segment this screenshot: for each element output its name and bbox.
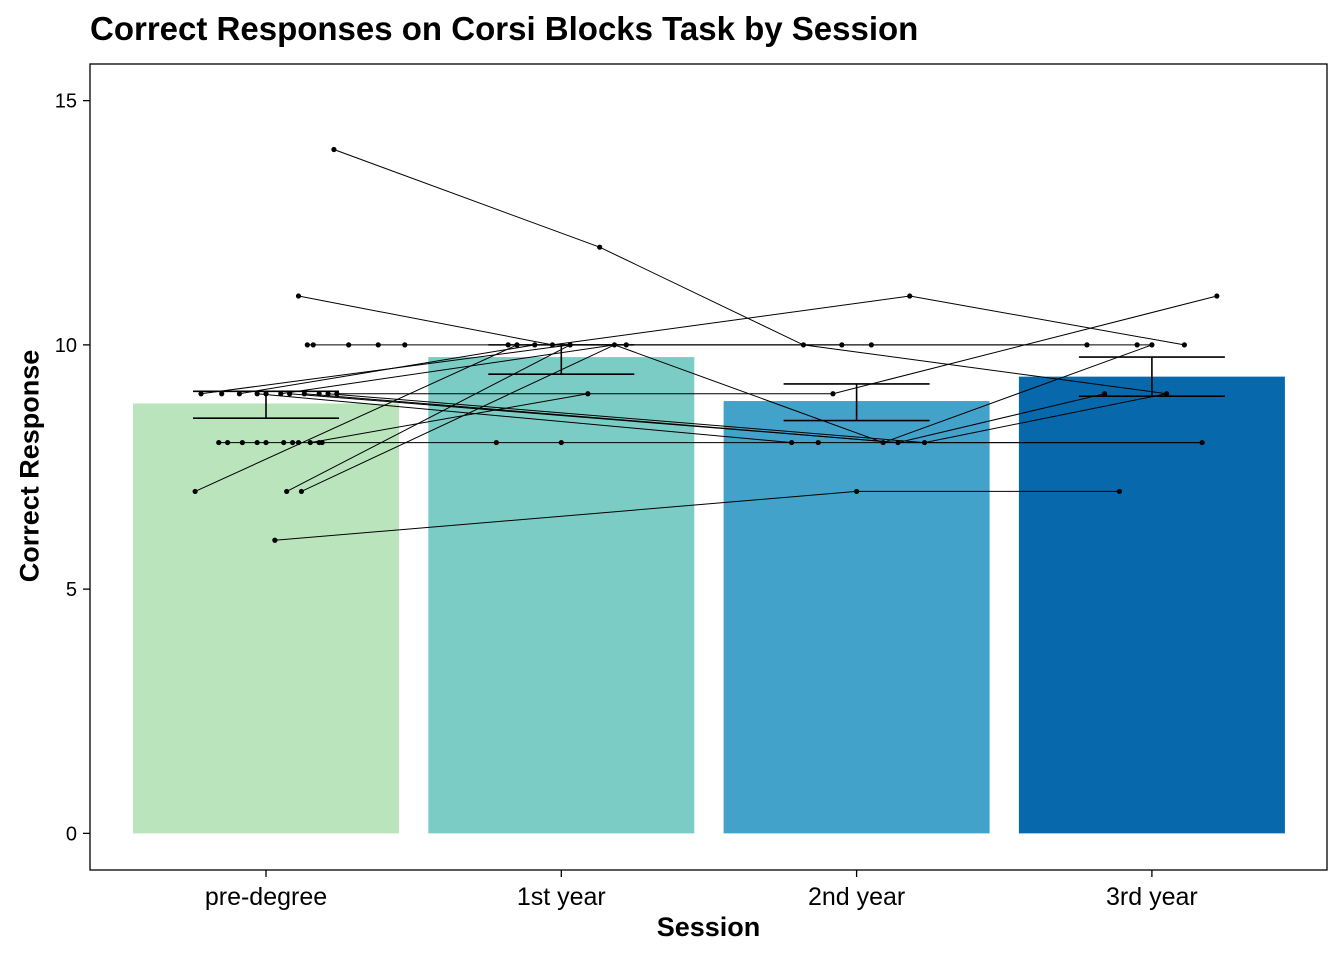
data-point-1 [295,293,302,299]
data-point-59 [1181,342,1187,348]
data-point-28 [319,439,325,446]
data-point-25 [295,439,302,446]
y-tick-label-3: 15 [55,91,77,113]
data-point-55 [1214,293,1220,299]
y-tick-label-2: 10 [55,335,77,357]
data-point-57 [1134,342,1140,348]
chart-title: Correct Responses on Corsi Blocks Task b… [90,10,919,47]
data-point-42 [493,439,499,446]
data-point-30 [284,488,290,495]
data-point-47 [868,342,874,348]
x-tick-label-1: 1st year [517,883,606,911]
data-point-48 [830,391,836,397]
y-tick-label-1: 5 [66,579,77,601]
data-point-62 [1199,439,1205,446]
error-bar-1 [488,344,635,375]
bars-group [133,357,1285,834]
data-point-33 [597,244,603,250]
data-point-60 [1102,391,1108,397]
data-point-14 [301,391,307,397]
data-point-45 [800,342,807,348]
x-tick-label-0: pre-degree [205,883,327,911]
data-point-4 [346,342,352,348]
data-point-13 [287,391,293,397]
bar-1 [428,357,695,834]
subject-line-12 [194,344,518,492]
data-point-20 [239,439,245,446]
data-point-51 [880,439,886,446]
data-point-31 [298,488,305,495]
plot-panel-border [89,63,1328,871]
data-point-53 [921,439,928,446]
subject-line-1 [298,295,1185,346]
error-bars-group [193,344,1225,422]
data-point-26 [307,439,313,446]
data-point-41 [585,391,591,397]
data-point-22 [263,439,269,446]
data-point-7 [198,391,204,397]
data-point-56 [1084,342,1090,348]
data-point-5 [375,342,381,348]
data-point-24 [289,439,296,446]
y-axis: 0 5 10 15 [55,91,90,845]
data-point-6 [402,342,408,348]
data-point-10 [254,391,260,397]
bar-2 [723,401,990,834]
data-point-2 [304,342,310,348]
data-point-49 [789,439,795,446]
data-point-54 [854,488,860,495]
error-bar-3 [1078,356,1225,397]
data-points-group [192,146,1220,543]
data-point-52 [895,439,901,446]
subject-line-11 [310,393,588,444]
data-point-63 [1116,488,1123,495]
data-point-15 [316,391,322,397]
data-point-17 [334,391,340,397]
data-point-44 [907,293,913,299]
data-point-3 [310,342,316,348]
data-point-21 [254,439,260,446]
x-tick-label-3: 3rd year [1106,883,1198,911]
data-point-43 [558,439,564,446]
x-tick-label-2: 2nd year [808,883,905,911]
subject-line-14 [301,344,615,492]
data-point-19 [225,439,231,446]
data-point-8 [219,391,225,397]
data-point-0 [331,146,337,153]
bar-0 [133,403,399,834]
data-point-23 [281,439,287,446]
data-point-12 [278,391,284,397]
data-point-18 [216,439,222,446]
x-axis: pre-degree 1st year 2nd year 3rd year [205,870,1198,911]
data-point-46 [839,342,845,348]
data-point-16 [325,391,331,397]
data-point-58 [1149,342,1155,348]
error-bar-0 [193,390,339,419]
bar-3 [1018,376,1285,834]
error-bar-2 [783,383,930,422]
subject-line-13 [286,344,571,492]
subject-line-15 [274,490,1120,541]
subject-line-0 [333,149,1167,395]
data-point-29 [192,488,198,495]
x-axis-title: Session [656,912,761,942]
data-point-61 [1164,391,1170,397]
data-point-9 [236,391,243,397]
data-point-32 [272,537,278,543]
y-tick-label-0: 0 [66,823,77,845]
data-point-50 [815,439,821,446]
